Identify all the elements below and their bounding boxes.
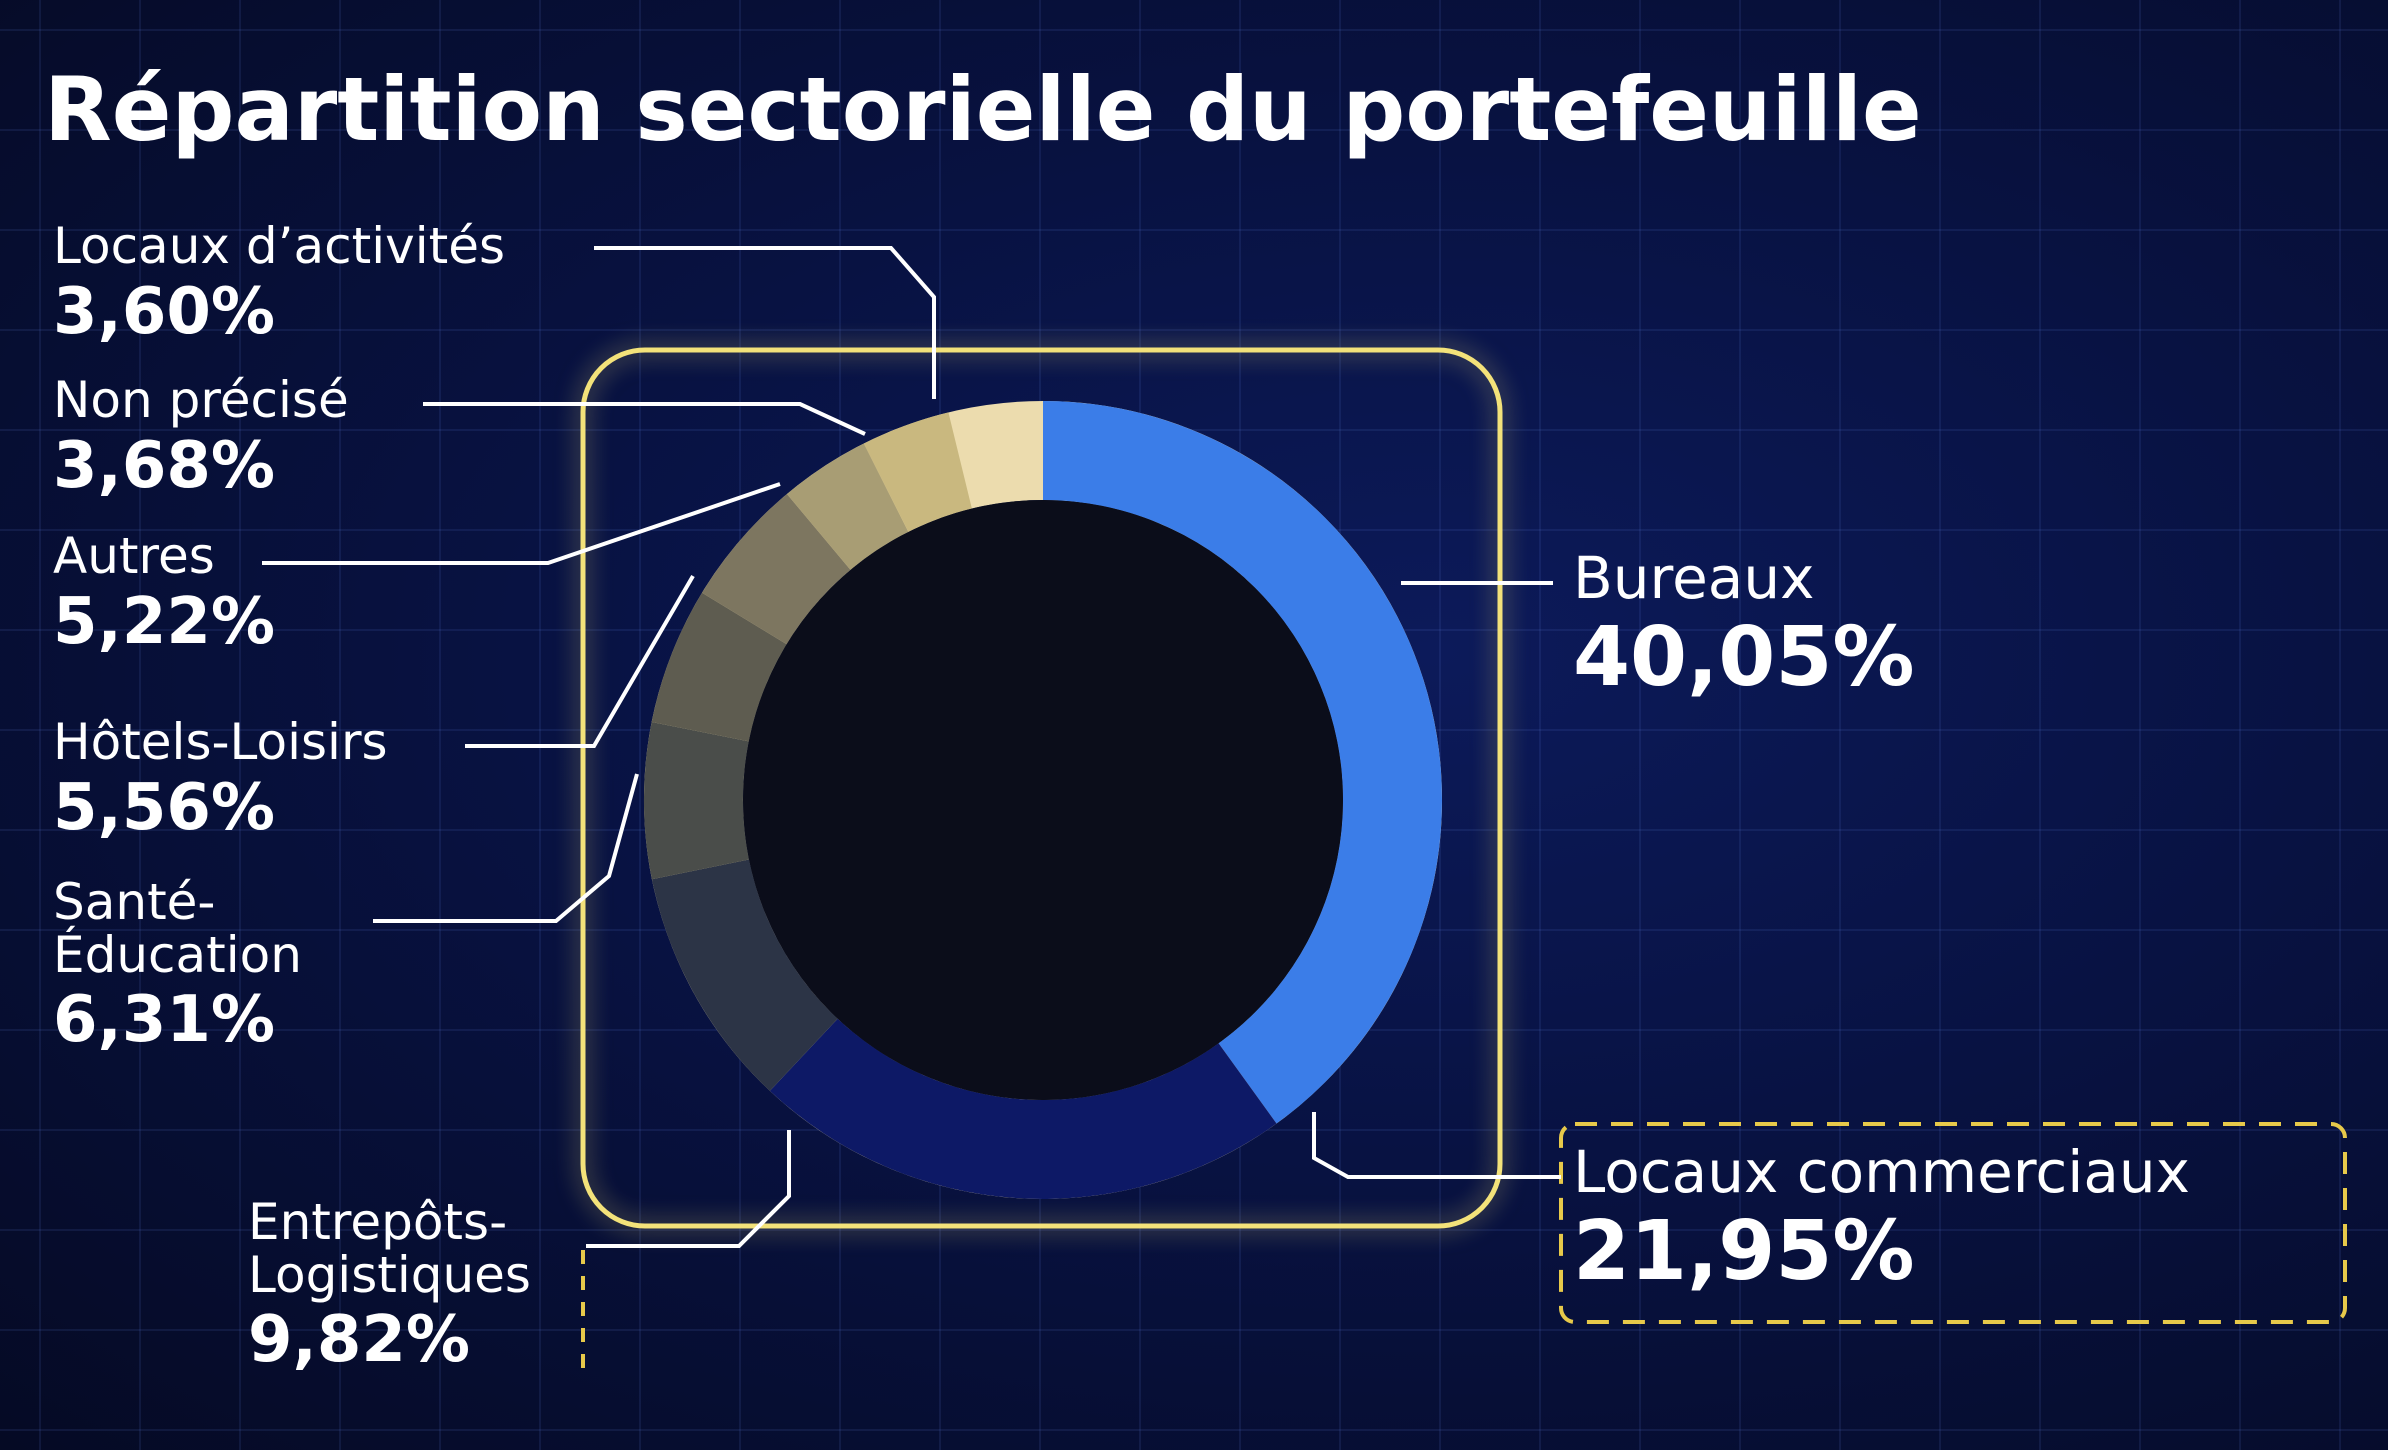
value-label: 9,82% [248,1303,471,1377]
donut-slice [651,592,787,742]
donut-slice [644,722,749,880]
donut-hole [743,500,1343,1100]
value-label: 3,60% [53,274,276,349]
donut-slice [1043,401,1442,1124]
donut-slice [786,443,909,570]
leader-line [594,246,936,399]
donut-slice [702,494,851,645]
slice-label: Bureaux 40,05% [1573,548,2273,701]
donut-slice [769,1018,1277,1200]
slice-label: Locaux d’activités 3,60% [53,220,653,346]
slice-label: Entrepôts-Logistiques 9,82% [248,1196,578,1374]
category-label: Autres [53,527,215,585]
category-label: Santé-Éducation [53,873,302,984]
slice-label: Santé-Éducation 6,31% [53,876,363,1054]
value-label: 5,56% [53,770,276,845]
category-label: Bureaux [1573,544,1815,612]
leader-line [262,482,781,565]
category-label: Entrepôts-Logistiques [248,1193,531,1304]
highlight-frame [580,347,1503,1229]
category-label: Locaux d’activités [53,217,506,275]
highlight-dashed-box [1559,1122,2347,1324]
leader-line [423,402,866,436]
chart-title: Répartition sectorielle du portefeuille [44,58,1922,161]
leader-lines [262,246,1561,1248]
slice-label: Autres 5,22% [53,530,453,656]
value-label: 6,31% [53,983,276,1057]
slice-label: Non précisé 3,68% [53,374,513,500]
value-label: 5,22% [53,584,276,659]
leader-line [586,1130,791,1248]
slice-label: Hôtels-Loisirs 5,56% [53,716,573,842]
category-label: Locaux commerciaux [1573,1138,2190,1206]
slice-label: Locaux commerciaux 21,95% [1573,1142,2353,1295]
category-label: Hôtels-Loisirs [53,713,388,771]
value-label: 40,05% [1573,609,1915,705]
category-label: Non précisé [53,371,349,429]
value-label: 21,95% [1573,1203,1915,1299]
value-label: 3,68% [53,428,276,503]
slices [644,401,1442,1200]
donut-slice [651,859,838,1091]
leader-line [465,574,695,748]
donut-slice [863,412,972,532]
leader-line [1312,1112,1561,1179]
leader-line [373,773,639,923]
